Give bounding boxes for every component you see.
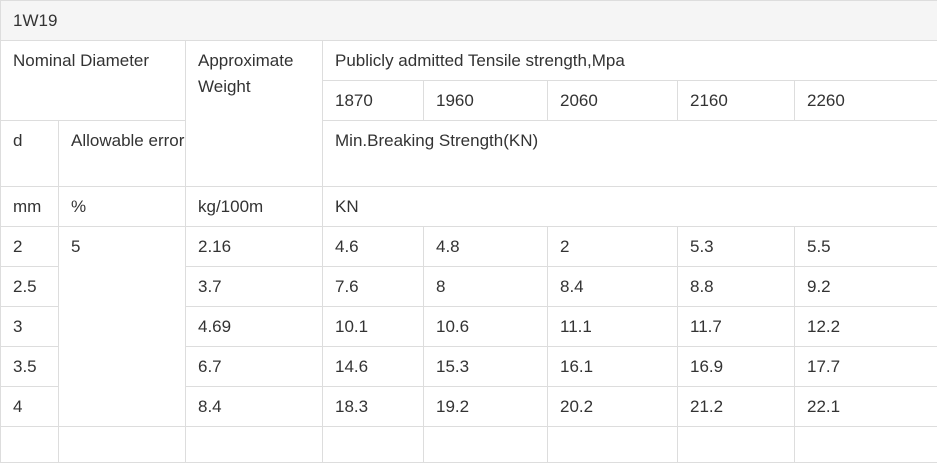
cell-weight: 4.69 [186, 307, 323, 347]
table-title: 1W19 [1, 1, 937, 41]
cell-strength: 22.1 [795, 387, 937, 427]
header-nominal-diameter: Nominal Diameter [1, 41, 186, 121]
cell-diameter: 3.5 [1, 347, 59, 387]
cell-weight: 8.4 [186, 387, 323, 427]
cell-strength: 8.8 [678, 267, 795, 307]
cell-strength: 10.1 [323, 307, 424, 347]
empty-cell [424, 427, 548, 463]
cell-strength: 4.8 [424, 227, 548, 267]
unit-strength: KN [323, 187, 937, 227]
cell-strength: 2 [548, 227, 678, 267]
cell-weight: 6.7 [186, 347, 323, 387]
header-min-breaking-strength: Min.Breaking Strength(KN) [323, 121, 937, 187]
cell-strength: 9.2 [795, 267, 937, 307]
empty-cell [186, 427, 323, 463]
empty-cell [548, 427, 678, 463]
cell-strength: 5.3 [678, 227, 795, 267]
cell-diameter: 4 [1, 387, 59, 427]
header-grade: 1960 [424, 81, 548, 121]
cell-strength: 16.1 [548, 347, 678, 387]
table-row: 2 5 2.16 4.6 4.8 2 5.3 5.5 [1, 227, 937, 267]
cell-strength: 8 [424, 267, 548, 307]
empty-cell [795, 427, 937, 463]
empty-table-row [1, 427, 937, 463]
cell-strength: 15.3 [424, 347, 548, 387]
unit-error: % [59, 187, 186, 227]
cell-diameter: 2 [1, 227, 59, 267]
cell-strength: 17.7 [795, 347, 937, 387]
cell-strength: 16.9 [678, 347, 795, 387]
cell-weight: 2.16 [186, 227, 323, 267]
cell-strength: 8.4 [548, 267, 678, 307]
cell-strength: 5.5 [795, 227, 937, 267]
cell-weight: 3.7 [186, 267, 323, 307]
cell-diameter: 3 [1, 307, 59, 347]
empty-cell [323, 427, 424, 463]
cell-strength: 14.6 [323, 347, 424, 387]
header-d: d [1, 121, 59, 187]
cell-strength: 4.6 [323, 227, 424, 267]
unit-weight: kg/100m [186, 187, 323, 227]
empty-cell [59, 427, 186, 463]
header-allowable-error: Allowable error [59, 121, 186, 187]
header-grade: 1870 [323, 81, 424, 121]
empty-cell [678, 427, 795, 463]
cell-strength: 10.6 [424, 307, 548, 347]
header-approximate-weight: Approximate Weight [186, 41, 323, 187]
cell-strength: 11.7 [678, 307, 795, 347]
cell-strength: 20.2 [548, 387, 678, 427]
cell-strength: 21.2 [678, 387, 795, 427]
unit-d: mm [1, 187, 59, 227]
cell-strength: 7.6 [323, 267, 424, 307]
cell-diameter: 2.5 [1, 267, 59, 307]
header-grade: 2260 [795, 81, 937, 121]
cell-strength: 19.2 [424, 387, 548, 427]
cell-strength: 18.3 [323, 387, 424, 427]
cell-allowable-error: 5 [59, 227, 186, 427]
cell-strength: 12.2 [795, 307, 937, 347]
header-tensile-strength: Publicly admitted Tensile strength,Mpa [323, 41, 937, 81]
header-grade: 2060 [548, 81, 678, 121]
empty-cell [1, 427, 59, 463]
header-grade: 2160 [678, 81, 795, 121]
cell-strength: 11.1 [548, 307, 678, 347]
